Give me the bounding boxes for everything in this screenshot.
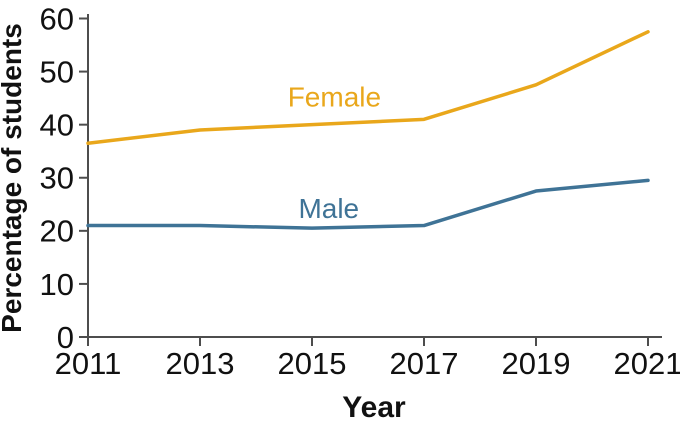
x-axis-title: Year bbox=[342, 391, 406, 424]
female-series-label: Female bbox=[288, 81, 381, 112]
y-tick-label: 10 bbox=[40, 267, 74, 302]
x-tick-label: 2013 bbox=[166, 346, 235, 381]
x-tick-label: 2017 bbox=[390, 346, 459, 381]
y-tick-label: 50 bbox=[40, 54, 74, 89]
male-series-line bbox=[86, 178, 650, 230]
y-tick-label: 40 bbox=[40, 108, 74, 143]
x-tick-label: 2015 bbox=[278, 346, 347, 381]
y-tick-label: 20 bbox=[40, 214, 74, 249]
y-tick-label: 0 bbox=[57, 320, 74, 355]
y-axis-title: Percentage of students bbox=[0, 23, 27, 333]
x-tick-label: 2021 bbox=[614, 346, 680, 381]
y-tick-label: 30 bbox=[40, 161, 74, 196]
x-tick-label: 2019 bbox=[502, 346, 571, 381]
male-series-label: Male bbox=[298, 193, 359, 224]
x-tick-label: 2011 bbox=[55, 346, 122, 381]
y-tick-label: 60 bbox=[40, 1, 74, 36]
female-series-line bbox=[86, 30, 650, 145]
